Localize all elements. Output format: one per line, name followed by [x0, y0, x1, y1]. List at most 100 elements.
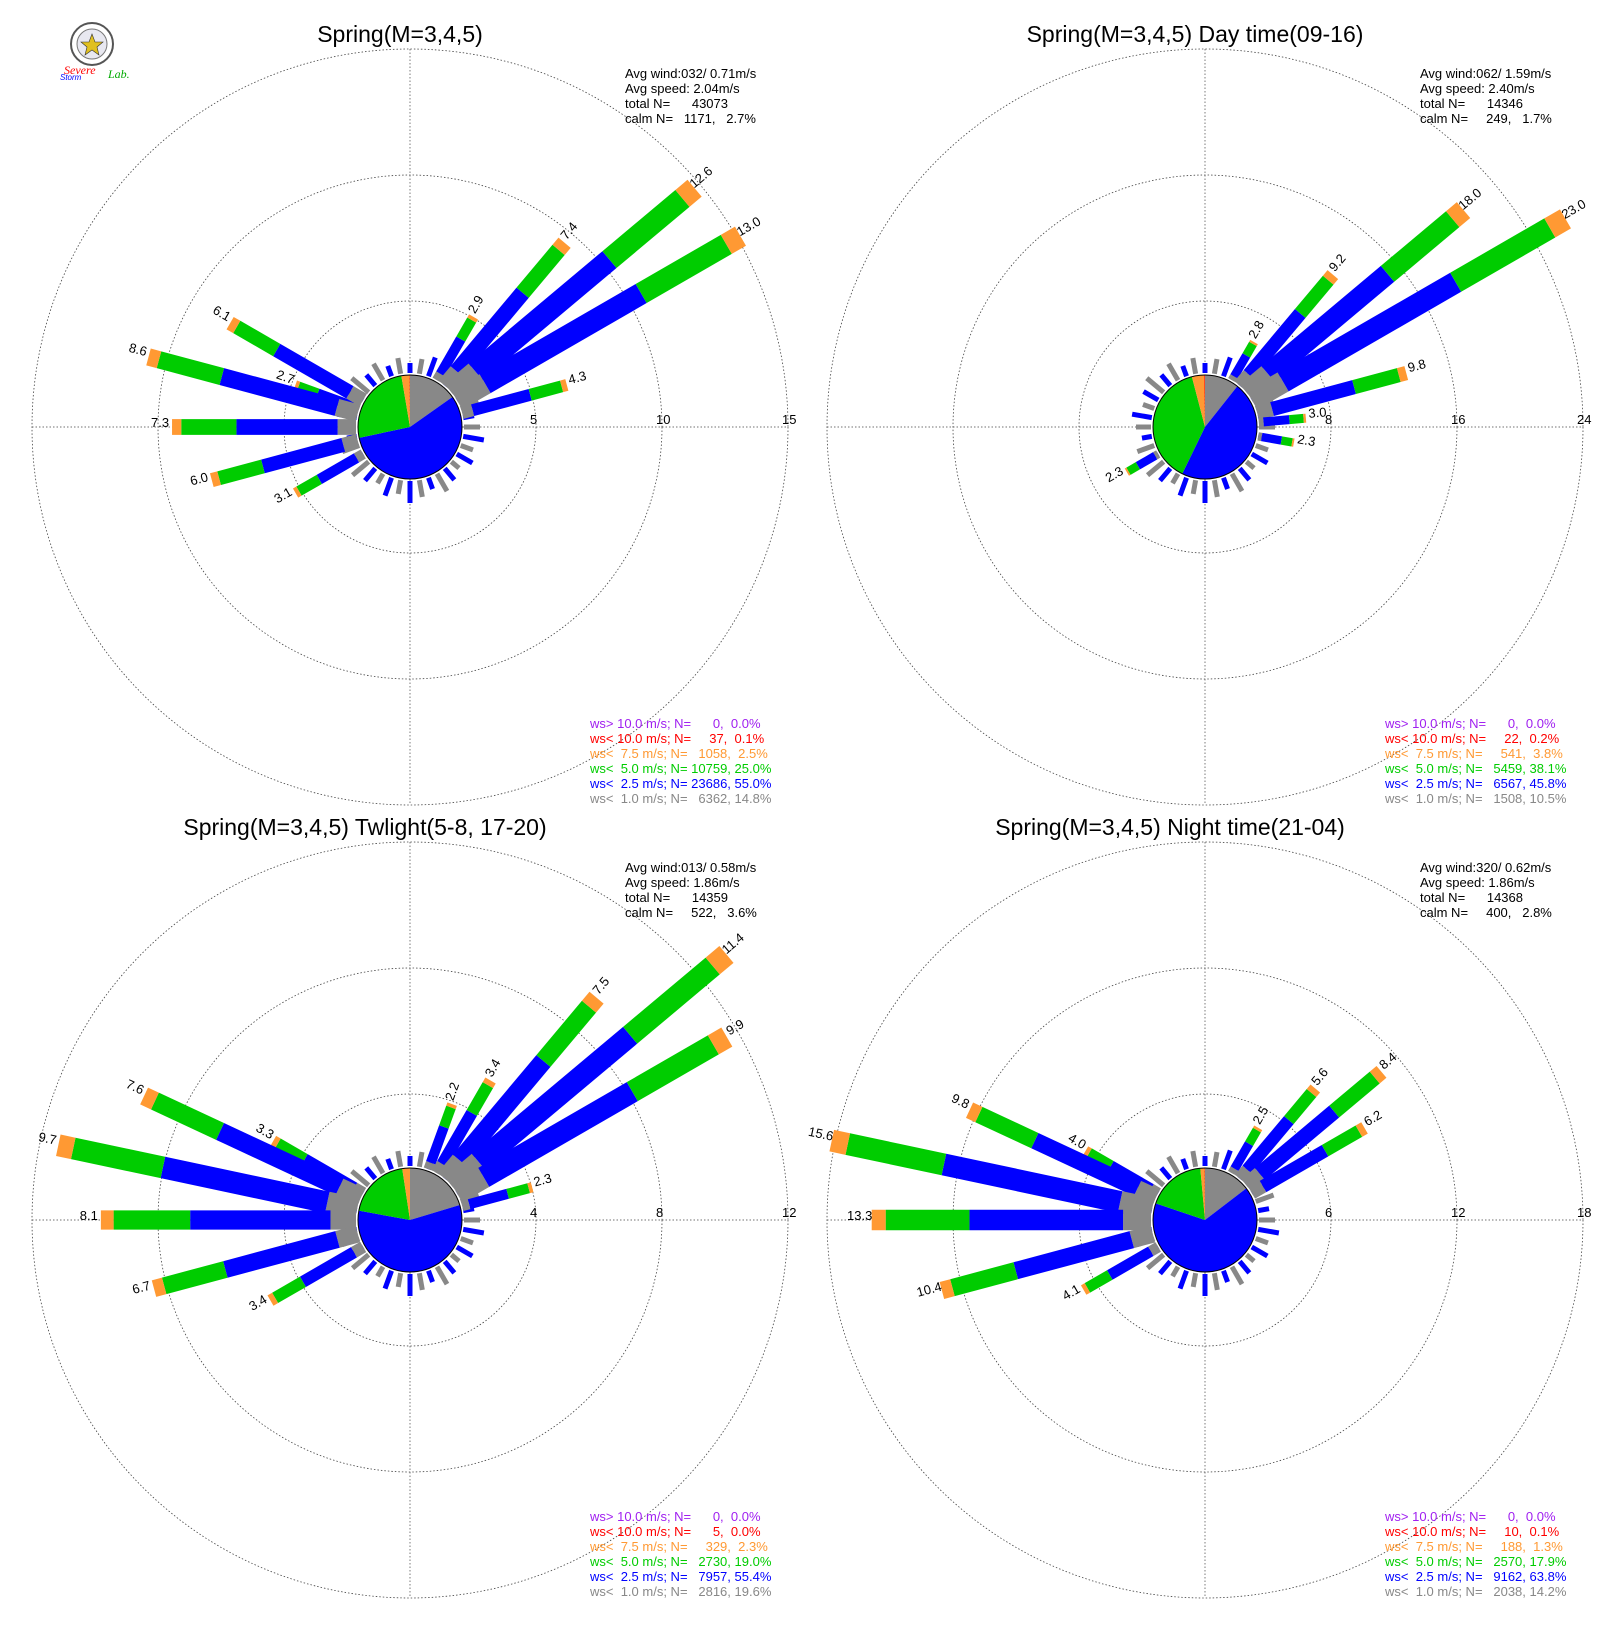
- wind-petal-segment: [296, 474, 322, 496]
- wind-petal-segment: [720, 226, 746, 254]
- speed-pie-slice: [1191, 375, 1205, 427]
- ring-label: 12: [782, 1205, 796, 1220]
- wind-petal-minor: [364, 1166, 378, 1181]
- wind-petal-segment: [151, 1092, 224, 1140]
- wind-petal-segment: [1254, 1105, 1340, 1180]
- ring-label: 16: [1451, 412, 1465, 427]
- wind-petal-minor: [462, 433, 485, 443]
- wind-petal-minor: [1170, 1265, 1181, 1278]
- speed-pie-slice: [1205, 375, 1238, 427]
- speed-pie-slice: [1200, 1168, 1205, 1220]
- wind-petal-segment: [350, 1241, 367, 1258]
- wind-petal-segment: [705, 946, 734, 975]
- wind-petal-segment: [1248, 1180, 1267, 1199]
- wind-petal-segment: [1135, 452, 1158, 470]
- stat-line: Avg wind:032/ 0.71m/s: [625, 66, 757, 81]
- wind-petal-segment: [273, 343, 354, 399]
- wind-petal-segment: [426, 1125, 449, 1165]
- wind-petal-minor: [416, 479, 425, 498]
- speed-pie-slice: [1153, 376, 1205, 474]
- panel-title: Spring(M=3,4,5) Night time(21-04): [995, 814, 1345, 840]
- wind-petal-minor: [1229, 1265, 1245, 1286]
- petal-value-label: 8.6: [127, 340, 148, 359]
- wind-petal-segment: [452, 1055, 551, 1167]
- ring-label: 8: [656, 1205, 663, 1220]
- stat-line: Avg speed: 2.04m/s: [625, 81, 740, 96]
- wind-petal-segment: [1446, 202, 1471, 228]
- wind-petal-segment: [1329, 1071, 1380, 1118]
- wind-petal-segment: [437, 1109, 477, 1167]
- wind-petal-segment: [1082, 1146, 1092, 1158]
- legend-entry: ws< 10.0 m/s; N= 37, 0.1%: [589, 731, 765, 746]
- lab-logo: [70, 22, 114, 66]
- wind-petal-minor: [1211, 1272, 1220, 1291]
- wind-petal-minor: [1141, 433, 1153, 441]
- ring-label: 10: [656, 412, 670, 427]
- legend-entry: ws< 2.5 m/s; N= 7957, 55.4%: [589, 1569, 772, 1584]
- wind-petal-segment: [346, 386, 367, 407]
- wind-petal-minor: [395, 357, 404, 375]
- stat-line: Avg wind:320/ 0.62m/s: [1420, 860, 1552, 875]
- wind-petal-segment: [965, 1102, 983, 1123]
- wind-petal-minor: [350, 376, 371, 395]
- petal-value-label: 2.5: [1249, 1104, 1271, 1127]
- speed-pie-outline: [357, 374, 463, 480]
- windrose-panel-2: 8 16 242.89.218.0 23.09.83.02.32.3Spring(M=…: [826, 21, 1591, 806]
- legend-entry: ws> 10.0 m/s; N= 0, 0.0%: [589, 1509, 761, 1524]
- ring-label: 8: [1325, 412, 1332, 427]
- wind-petal-segment: [941, 1153, 1123, 1213]
- wind-petal-minor: [375, 472, 386, 485]
- wind-petal-segment: [939, 1279, 955, 1299]
- wind-petal-segment: [1321, 1125, 1363, 1157]
- legend-entry: ws< 10.0 m/s; N= 22, 0.2%: [1384, 731, 1560, 746]
- stat-line: total N= 43073: [625, 96, 728, 111]
- wind-petal-segment: [56, 1134, 76, 1160]
- petal-value-label: 2.9: [465, 293, 487, 316]
- wind-petal-segment: [1234, 1165, 1253, 1183]
- wind-petal-minor: [1190, 1150, 1199, 1168]
- petal-value-label: 7.6: [124, 1076, 147, 1097]
- wind-petal-minor: [1166, 1155, 1181, 1175]
- wind-petal-minor: [455, 1244, 474, 1259]
- panel-title: Spring(M=3,4,5) Day time(09-16): [1027, 21, 1364, 47]
- wind-petal-segment: [233, 320, 281, 357]
- wind-petal-segment: [623, 957, 720, 1044]
- wind-petal-segment: [219, 368, 340, 416]
- legend-entry: ws> 10.0 m/s; N= 0, 0.0%: [589, 716, 761, 731]
- wind-petal-segment: [1246, 372, 1289, 410]
- stat-line: Avg wind:013/ 0.58m/s: [625, 860, 757, 875]
- wind-petal-segment: [1126, 462, 1140, 475]
- windrose-panel-1: 5 10 152.97.412.613.04.32.76.18.67.36.03.1…: [31, 21, 796, 806]
- wind-petal-segment: [1084, 1270, 1113, 1293]
- wind-petal-segment: [478, 1082, 638, 1187]
- wind-petal-segment: [161, 1261, 228, 1295]
- panel-title: Spring(M=3,4,5) Twlight(5-8, 17-20): [183, 814, 546, 840]
- wind-petal-segment: [267, 1292, 279, 1306]
- wind-petal-segment: [1230, 1141, 1254, 1171]
- speed-pie-slice: [359, 396, 463, 479]
- wind-petal-minor: [1142, 402, 1156, 411]
- wind-petal-segment: [528, 380, 564, 401]
- legend-entry: ws< 7.5 m/s; N= 1058, 2.5%: [589, 746, 768, 761]
- wind-petal-segment: [335, 1178, 365, 1206]
- petal-value-label: 23.0: [1559, 196, 1588, 222]
- legend-entry: ws< 1.0 m/s; N= 2816, 19.6%: [589, 1584, 772, 1599]
- wind-petal-minor: [1254, 1192, 1275, 1204]
- wind-petal-segment: [70, 1137, 166, 1179]
- wind-petal-minor: [350, 1169, 371, 1188]
- wind-petal-segment: [436, 336, 466, 377]
- legend-entry: ws> 10.0 m/s; N= 0, 0.0%: [1384, 716, 1556, 731]
- wind-petal-segment: [1107, 1246, 1154, 1280]
- wind-petal-segment: [223, 1231, 340, 1278]
- wind-petal-segment: [527, 1182, 534, 1194]
- wind-petal-segment: [1259, 1145, 1329, 1193]
- wind-petal-minor: [1221, 1149, 1233, 1171]
- wind-petal-segment: [635, 234, 732, 304]
- stat-line: total N= 14346: [1420, 96, 1523, 111]
- legend-entry: ws< 2.5 m/s; N= 23686, 55.0%: [589, 776, 772, 791]
- speed-pie-slice: [358, 1168, 410, 1220]
- speed-pie-slice: [1155, 1168, 1205, 1220]
- petal-value-label: 9.9: [723, 1016, 746, 1038]
- wind-petal-segment: [1352, 368, 1401, 394]
- wind-petal-segment: [1228, 374, 1239, 383]
